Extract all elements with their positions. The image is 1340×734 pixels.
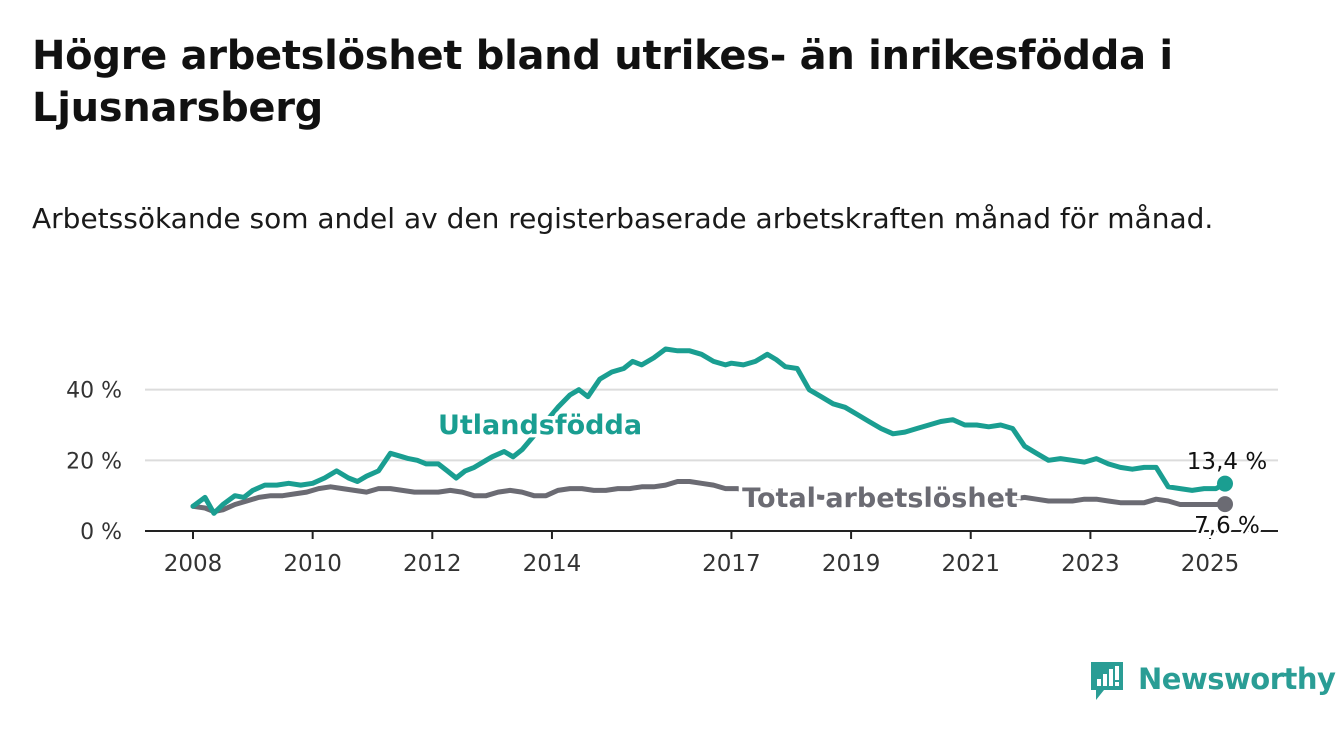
series-end-point — [1217, 475, 1233, 492]
x-tick-label: 2008 — [164, 551, 223, 577]
x-tick-label: 2021 — [941, 551, 1000, 577]
y-tick-label: 40 % — [66, 379, 122, 404]
x-tick-label: 2012 — [403, 551, 462, 577]
series-line-utlandsfodda — [190, 346, 1228, 516]
x-tick-label: 2025 — [1181, 551, 1240, 577]
y-tick-label: 0 % — [80, 520, 122, 545]
end-label-utlandsfodda: 13,4 % — [1187, 449, 1267, 475]
grid-layer — [145, 388, 1278, 462]
x-tick-label: 2010 — [283, 551, 342, 577]
series-label-utlandsfodda: Utlandsfödda — [438, 410, 642, 441]
line-chart: 0 % 20 % 40 % 2008 2010 2012 2014 2017 2019 2021 2… — [66, 346, 1278, 577]
series-end-point — [1217, 496, 1233, 513]
end-label-total: 7,6 % — [1194, 513, 1260, 539]
brand-name: Newsworthy — [1138, 662, 1336, 696]
series-label-total: Total arbetslöshet — [742, 483, 1018, 514]
y-tick-label: 20 % — [66, 449, 122, 474]
x-tick-label: 2017 — [702, 551, 761, 577]
series-line-total — [190, 479, 1228, 515]
series-layer — [190, 346, 1233, 516]
x-tick-label: 2023 — [1061, 551, 1120, 577]
axis-layer: 0 % 20 % 40 % 2008 2010 2012 2014 2017 2019 2021 2… — [66, 379, 1278, 577]
chart-title: Högre arbetslöshet bland utrikes- än inr… — [32, 33, 1173, 131]
x-tick-label: 2019 — [822, 551, 881, 577]
x-tick-label: 2014 — [523, 551, 582, 577]
chart-subtitle: Arbetssökande som andel av den registerb… — [32, 202, 1214, 235]
bar-chart-icon — [1091, 662, 1123, 700]
label-layer: 13,4 % 7,6 % Utlandsfödda Total arbetslöshe… — [434, 407, 1267, 542]
newsworthy-logo[interactable]: Newsworthy — [1088, 660, 1336, 706]
